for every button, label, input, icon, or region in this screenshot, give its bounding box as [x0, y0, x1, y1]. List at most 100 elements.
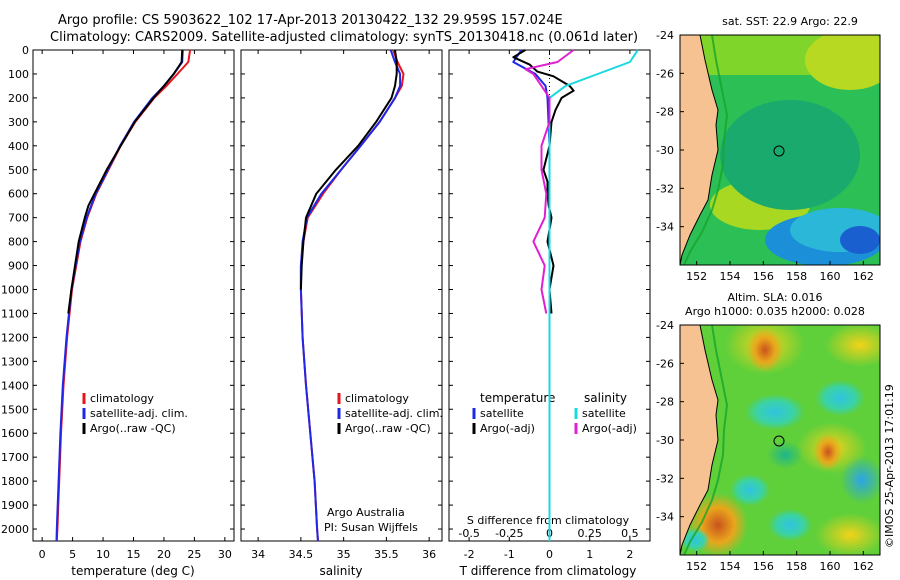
salinity-xtick-label: 35	[337, 548, 351, 561]
salinity-series-argo	[299, 49, 398, 290]
temperature-xtick-label: 30	[218, 548, 232, 561]
difference-series-magenta	[524, 49, 575, 314]
depth-tick-label: 300	[8, 116, 29, 129]
sst_map-ytick-label: -26	[656, 67, 674, 80]
sst_map-ytick-label: -30	[656, 144, 674, 157]
temperature-xtick-label: 20	[157, 548, 171, 561]
sla-yellow-2	[825, 325, 880, 367]
depth-tick-label: 1700	[1, 451, 29, 464]
sst_map-xtick-label: 160	[820, 270, 841, 283]
depth-tick-label: 700	[8, 212, 29, 225]
sst-land	[680, 35, 718, 265]
temp-legend-label: climatology	[90, 392, 154, 405]
salinity-diff-tick-label: 0.5	[621, 527, 639, 540]
header-line-2: Climatology: CARS2009. Satellite-adjuste…	[50, 30, 639, 45]
temperature-xtick-label: 5	[69, 548, 76, 561]
sla-land	[680, 325, 718, 555]
depth-tick-label: 1300	[1, 355, 29, 368]
sla_map-xtick-label: 162	[853, 560, 874, 573]
depth-tick-label: 1500	[1, 403, 29, 416]
sla_map-xtick-label: 158	[786, 560, 807, 573]
salinity-diff-tick-label: -0.5	[458, 527, 479, 540]
sst-title: sat. SST: 22.9 Argo: 22.9	[722, 15, 858, 28]
sla_map-xtick-label: 154	[720, 560, 741, 573]
depth-tick-label: 600	[8, 188, 29, 201]
sla-blue-1	[840, 456, 880, 504]
diff-legend-title-salinity: salinity	[584, 391, 627, 405]
depth-tick-label: 1600	[1, 427, 29, 440]
sla-map: Altim. SLA: 0.016 Argo h1000: 0.035 h200…	[679, 291, 881, 556]
depth-tick-label: 400	[8, 140, 29, 153]
difference-xtick-label: 2	[626, 548, 633, 561]
depth-tick-label: 800	[8, 236, 29, 249]
sla-cyan-4	[768, 509, 812, 541]
sst_map-xtick-label: 154	[720, 270, 741, 283]
depth-tick-label: 2000	[1, 523, 29, 536]
difference-series-cyan	[548, 49, 639, 541]
sst_map-xtick-label: 156	[753, 270, 774, 283]
salinity-xtick-label: 35.5	[374, 548, 399, 561]
depth-tick-label: 200	[8, 92, 29, 105]
sla-yellow-4	[815, 513, 880, 555]
depth-tick-label: 1000	[1, 284, 29, 297]
diff-legend-s-label: Argo(-adj)	[582, 422, 637, 435]
sst_map-ytick-label: -32	[656, 182, 674, 195]
temperature-panel	[32, 49, 235, 542]
sla-shelf-line	[683, 325, 729, 555]
difference-toplabel: S difference from climatology	[467, 514, 630, 527]
difference-xtick-label: -1	[504, 548, 515, 561]
sst-yellow-patch	[805, 35, 880, 90]
depth-tick-label: 1200	[1, 331, 29, 344]
sst_map-xtick-label: 152	[686, 270, 707, 283]
sst-argo-marker	[773, 145, 785, 157]
difference-xtick-label: -2	[464, 548, 475, 561]
diff-legend-title-temperature: temperature	[480, 391, 555, 405]
temperature-xtick-label: 15	[127, 548, 141, 561]
temperature-xlabel: temperature (deg C)	[71, 564, 194, 578]
sla_map-ytick-label: -34	[656, 511, 674, 524]
sst_map-ytick-label: -28	[656, 106, 674, 119]
sla-orange-2	[814, 434, 842, 470]
temperature-series-argo	[67, 49, 184, 314]
salinity-xtick-label: 34	[251, 548, 265, 561]
sst-map: sat. SST: 22.9 Argo: 22.9	[679, 15, 881, 266]
sla_map-ytick-label: -24	[656, 319, 674, 332]
salinity-xtick-label: 34.5	[289, 548, 314, 561]
sst_map-ytick-label: -34	[656, 221, 674, 234]
sla-cyan-3	[730, 474, 770, 506]
sla_map-ytick-label: -32	[656, 472, 674, 485]
sla_map-ytick-label: -26	[656, 357, 674, 370]
sst_map-xtick-label: 158	[786, 270, 807, 283]
salinity-diff-tick-label: 0.25	[577, 527, 602, 540]
salinity-xlabel: salinity	[319, 564, 362, 578]
temp-legend-label: satellite-adj. clim.	[90, 407, 188, 420]
sst-shelf-line	[683, 35, 729, 265]
sal-legend-label: Argo(..raw -QC)	[345, 422, 431, 435]
sla-cyan-1	[745, 394, 805, 430]
temperature-xtick-label: 10	[96, 548, 110, 561]
sla-title-line-2: Argo h1000: 0.035 h2000: 0.028	[685, 305, 865, 318]
sst_map-xtick-label: 162	[853, 270, 874, 283]
depth-tick-label: 900	[8, 260, 29, 273]
depth-tick-label: 500	[8, 164, 29, 177]
temperature-xtick-label: 25	[187, 548, 201, 561]
pi-label: PI: Susan Wijffels	[324, 521, 418, 534]
sla_map-xtick-label: 152	[686, 560, 707, 573]
sst-deep-blue-patch	[840, 226, 880, 254]
depth-tick-label: 1900	[1, 499, 29, 512]
depth-tick-label: 1800	[1, 475, 29, 488]
depth-tick-label: 1400	[1, 379, 29, 392]
temperature-xtick-label: 0	[39, 548, 46, 561]
sla-title-line-1: Altim. SLA: 0.016	[727, 291, 822, 304]
imos-stamp: ©IMOS 25-Apr-2013 17:01:19	[883, 384, 896, 548]
sla_map-ytick-label: -30	[656, 434, 674, 447]
diff-legend-t-label: satellite	[480, 407, 524, 420]
sst-coastline	[680, 35, 719, 265]
depth-tick-label: 1100	[1, 307, 29, 320]
sla-cyan-2	[815, 380, 865, 416]
sla-argo-marker	[773, 435, 785, 447]
salinity-xtick-label: 36	[422, 548, 436, 561]
sla-teal-1	[767, 441, 803, 469]
depth-tick-label: 100	[8, 68, 29, 81]
temp-legend-label: Argo(..raw -QC)	[90, 422, 176, 435]
